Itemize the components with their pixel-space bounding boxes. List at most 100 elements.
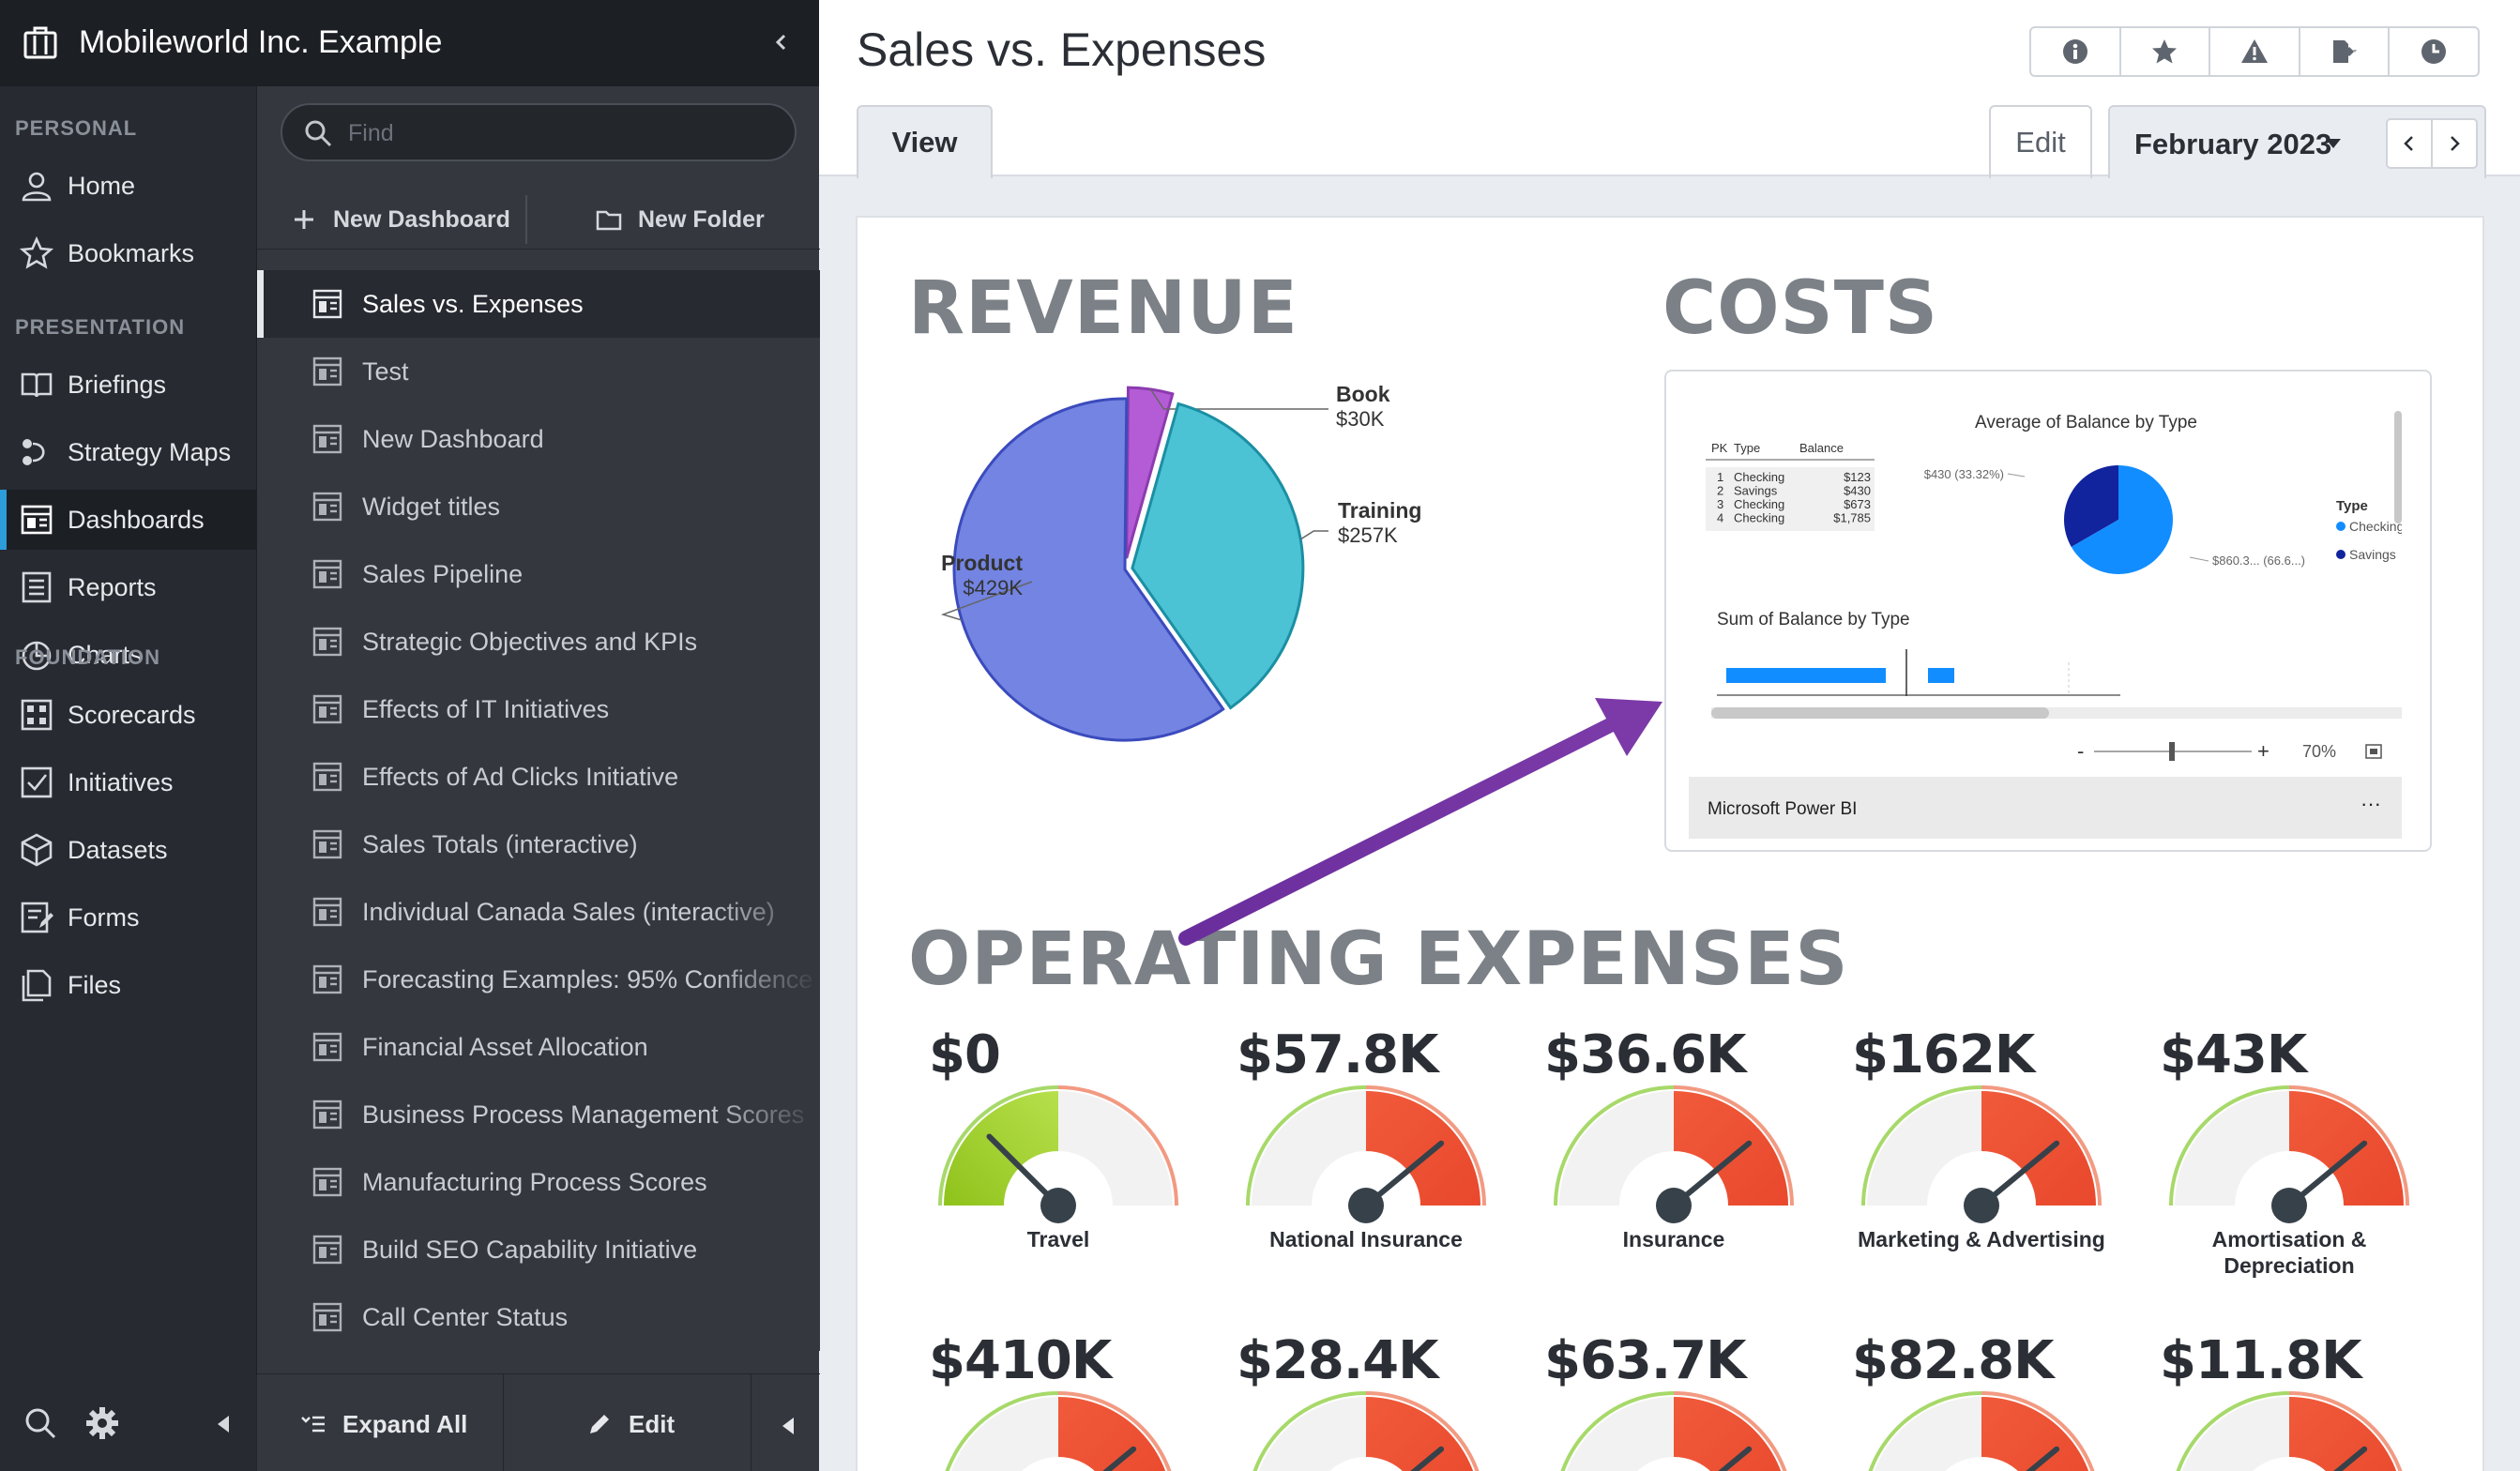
gauge-value: $11.8K bbox=[2160, 1330, 2362, 1391]
dashboard-list-item[interactable]: Effects of Ad Clicks Initiative bbox=[257, 743, 820, 811]
dashboard-icon bbox=[312, 1302, 342, 1332]
gauge-dial bbox=[945, 1391, 1172, 1471]
revenue-pie-chart[interactable]: Book$30K Training$257K Product$429K bbox=[914, 377, 1495, 809]
nav-item-charts[interactable]: Charts bbox=[0, 625, 256, 685]
nav-item-reports[interactable]: Reports bbox=[0, 557, 256, 617]
nav-item-strategy-maps[interactable]: Strategy Maps bbox=[0, 422, 256, 482]
nav-item-forms[interactable]: Forms bbox=[0, 887, 256, 948]
expense-gauge[interactable]: $28.4K bbox=[1237, 1330, 1518, 1471]
balance-pie-slice[interactable] bbox=[2071, 465, 2173, 574]
nav-item-scorecards[interactable]: Scorecards bbox=[0, 685, 256, 745]
nav-item-briefings[interactable]: Briefings bbox=[0, 355, 256, 415]
zoom-out-button[interactable]: - bbox=[2077, 739, 2084, 763]
chevron-left-icon[interactable] bbox=[767, 28, 796, 56]
search-icon bbox=[305, 120, 332, 147]
dashboard-list-item[interactable]: Call Center Status bbox=[257, 1283, 820, 1351]
pie-slice-training[interactable] bbox=[1131, 402, 1305, 710]
dashboard-list-item-partial[interactable] bbox=[257, 1351, 820, 1368]
edit-list-button[interactable]: Edit bbox=[585, 1403, 675, 1446]
expense-gauge[interactable]: $162K Marketing & Advertising bbox=[1852, 1024, 2133, 1252]
text-fade bbox=[707, 878, 820, 946]
nav-item-label: Dashboards bbox=[68, 505, 205, 534]
vertical-scrollbar[interactable] bbox=[2394, 411, 2402, 523]
horizontal-scrollbar[interactable] bbox=[1711, 707, 2049, 719]
dashboard-list-item[interactable]: Sales Totals (interactive) bbox=[257, 811, 820, 878]
gauge-value: $410K bbox=[929, 1330, 1112, 1391]
balance-pie-slice[interactable] bbox=[2064, 465, 2118, 547]
nav-section-heading: PERSONAL bbox=[15, 116, 138, 140]
nav-item-label: Charts bbox=[68, 640, 143, 669]
collapse-left-icon[interactable] bbox=[779, 1416, 797, 1436]
dashboard-list-item[interactable]: Manufacturing Process Scores bbox=[257, 1148, 820, 1216]
text-fade bbox=[707, 743, 820, 811]
text-fade bbox=[707, 1283, 820, 1351]
period-label: February 2023 bbox=[2134, 128, 2332, 160]
table-header[interactable]: PK bbox=[1711, 441, 1728, 455]
zoom-slider-handle[interactable] bbox=[2169, 742, 2175, 761]
fit-page-icon[interactable] bbox=[2365, 744, 2382, 759]
nav-item-home[interactable]: Home bbox=[0, 156, 256, 216]
nav-item-bookmarks[interactable]: Bookmarks bbox=[0, 223, 256, 283]
dashboard-list-item[interactable]: Strategic Objectives and KPIs bbox=[257, 608, 820, 675]
expense-gauge[interactable]: $82.8K bbox=[1852, 1330, 2133, 1471]
gauge-dial bbox=[1868, 1391, 2095, 1471]
info-button[interactable] bbox=[2031, 28, 2121, 75]
expense-gauge[interactable]: $63.7K bbox=[1544, 1330, 1826, 1471]
nav-item-label: Datasets bbox=[68, 835, 168, 864]
text-fade bbox=[707, 473, 820, 540]
expense-gauge[interactable]: $57.8K National Insurance bbox=[1237, 1024, 1518, 1252]
dashboard-list-item[interactable]: Sales vs. Expenses bbox=[257, 270, 820, 338]
nav-item-files[interactable]: Files bbox=[0, 955, 256, 1015]
next-period-button[interactable] bbox=[2433, 120, 2476, 167]
nav-item-initiatives[interactable]: Initiatives bbox=[0, 752, 256, 812]
expense-gauge[interactable]: $43K Amortisation & Depreciation bbox=[2160, 1024, 2441, 1279]
pie-leader-line bbox=[1299, 530, 1328, 540]
history-button[interactable] bbox=[2390, 28, 2478, 75]
dashboard-list-item[interactable]: Business Process Management Scores bbox=[257, 1081, 820, 1148]
export-button[interactable] bbox=[2300, 28, 2391, 75]
dashboard-list-item[interactable]: Build SEO Capability Initiative bbox=[257, 1216, 820, 1283]
more-options-icon[interactable]: ··· bbox=[2361, 792, 2381, 815]
nav-item-dashboards[interactable]: Dashboards bbox=[0, 490, 256, 550]
table-header[interactable]: Type bbox=[1734, 441, 1760, 455]
pie-slice-product[interactable] bbox=[952, 397, 1225, 742]
gear-icon[interactable] bbox=[84, 1405, 120, 1441]
new-folder-label: New Folder bbox=[638, 205, 765, 233]
dashboard-list-item[interactable]: Forecasting Examples: 95% Confidence bbox=[257, 946, 820, 1013]
expense-gauge[interactable]: $11.8K bbox=[2160, 1330, 2441, 1471]
dashboard-list-item[interactable]: New Dashboard bbox=[257, 405, 820, 473]
search-input[interactable]: Find bbox=[281, 103, 797, 161]
previous-period-button[interactable] bbox=[2388, 120, 2433, 167]
expense-gauge[interactable]: $410K bbox=[929, 1330, 1210, 1471]
dashboard-list-item[interactable]: Test bbox=[257, 338, 820, 405]
dashboard-list-item[interactable]: Individual Canada Sales (interactive) bbox=[257, 878, 820, 946]
table-cell: $1,785 bbox=[1833, 511, 1871, 525]
caret-down-icon bbox=[2326, 139, 2341, 148]
dashboard-list-item[interactable]: Sales Pipeline bbox=[257, 540, 820, 608]
new-folder-button[interactable]: New Folder bbox=[595, 197, 765, 242]
expand-all-button[interactable]: Expand All bbox=[299, 1403, 467, 1446]
bookmark-button[interactable] bbox=[2121, 28, 2211, 75]
search-icon[interactable] bbox=[23, 1405, 58, 1441]
dashboard-list-item[interactable]: Widget titles bbox=[257, 473, 820, 540]
powerbi-embed[interactable]: PK Type Balance 1 Checking $123 2 Savings $430 3 C… bbox=[1664, 370, 2432, 852]
text-fade bbox=[707, 946, 820, 1013]
nav-item-datasets[interactable]: Datasets bbox=[0, 820, 256, 880]
alert-button[interactable] bbox=[2210, 28, 2300, 75]
tab-view[interactable]: View bbox=[857, 105, 993, 178]
dashboard-list-item[interactable]: Effects of IT Initiatives bbox=[257, 675, 820, 743]
new-dashboard-button[interactable]: New Dashboard bbox=[290, 197, 510, 242]
expense-gauge[interactable]: $0 Travel bbox=[929, 1024, 1210, 1252]
zoom-in-button[interactable]: + bbox=[2257, 739, 2270, 763]
files-icon bbox=[22, 969, 52, 1002]
strategy-map-icon bbox=[23, 439, 45, 465]
pie-chart-icon bbox=[22, 641, 52, 671]
dashboard-list-item[interactable]: Financial Asset Allocation bbox=[257, 1013, 820, 1081]
period-select[interactable]: February 2023 bbox=[2108, 105, 2486, 178]
collapse-left-icon[interactable] bbox=[212, 1413, 233, 1435]
table-header[interactable]: Balance bbox=[1799, 441, 1844, 455]
dashboard-list-label: Sales vs. Expenses bbox=[362, 289, 584, 318]
expense-gauge[interactable]: $36.6K Insurance bbox=[1544, 1024, 1826, 1252]
tab-edit[interactable]: Edit bbox=[1989, 105, 2092, 178]
